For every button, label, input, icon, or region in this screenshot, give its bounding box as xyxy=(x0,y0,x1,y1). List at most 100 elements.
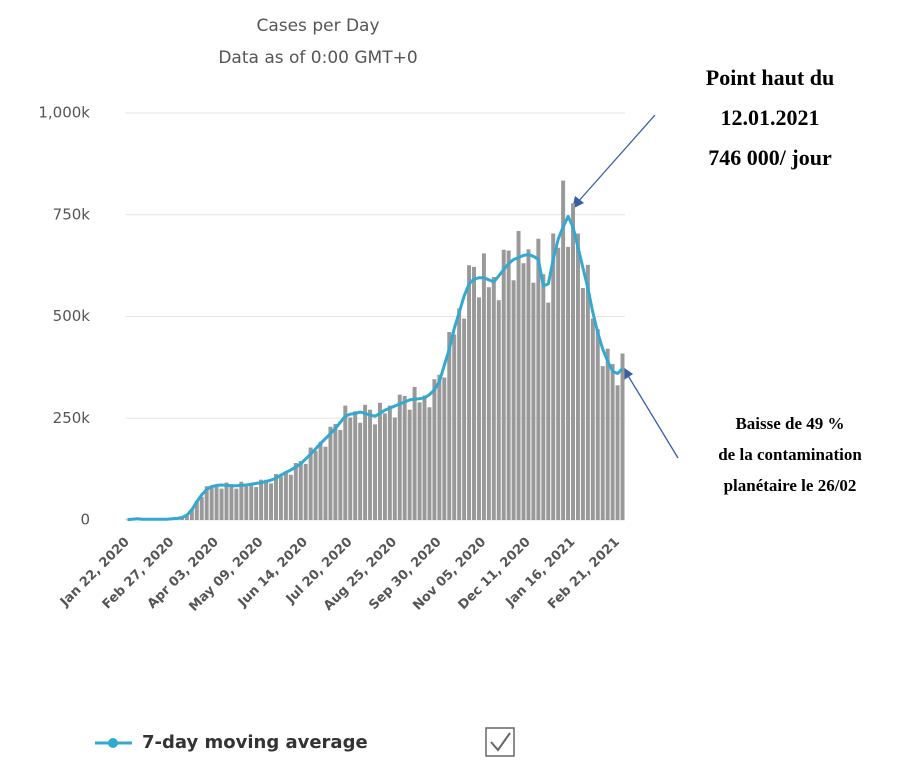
bar xyxy=(417,402,422,520)
checkmark xyxy=(490,732,511,752)
bar xyxy=(476,297,481,520)
bar xyxy=(452,334,457,520)
bar xyxy=(194,500,199,520)
bar xyxy=(204,486,209,520)
bar xyxy=(491,277,496,520)
bar xyxy=(382,413,387,520)
bar xyxy=(442,377,447,520)
bar xyxy=(447,331,452,520)
bar xyxy=(620,353,625,520)
annotation: Point haut du xyxy=(706,65,834,90)
bar xyxy=(219,488,224,520)
bar xyxy=(269,483,274,520)
y-tick-label: 250k xyxy=(53,409,91,427)
bar xyxy=(566,246,571,520)
bar xyxy=(288,474,293,520)
bar xyxy=(234,488,239,520)
bar xyxy=(328,426,333,520)
chart-subtitle: Data as of 0:00 GMT+0 xyxy=(218,48,417,68)
bar xyxy=(521,263,526,520)
bar xyxy=(323,446,328,520)
y-tick-label: 1,000k xyxy=(38,104,90,122)
moving-average-line xyxy=(127,214,624,522)
bar xyxy=(184,515,189,520)
bar xyxy=(189,509,194,520)
bar xyxy=(546,302,551,520)
bar xyxy=(214,484,219,520)
bar xyxy=(467,265,472,520)
bar xyxy=(600,366,605,520)
bar xyxy=(387,405,392,520)
bar xyxy=(472,266,476,520)
bar xyxy=(551,233,556,521)
bar xyxy=(358,422,363,520)
bar xyxy=(363,404,368,520)
bar xyxy=(368,409,373,520)
bar xyxy=(437,374,442,520)
bar xyxy=(457,308,462,520)
bar xyxy=(556,247,561,521)
bar xyxy=(303,463,308,520)
bar xyxy=(511,280,516,520)
bar xyxy=(571,203,575,520)
bar xyxy=(501,249,506,520)
bar xyxy=(462,318,467,520)
bar xyxy=(298,460,303,520)
bar xyxy=(209,487,214,520)
bar xyxy=(278,476,283,520)
bar xyxy=(496,300,501,520)
annotation: de la contamination xyxy=(718,445,862,464)
bar xyxy=(353,411,358,520)
bar xyxy=(531,282,536,520)
bar xyxy=(402,395,407,520)
bar xyxy=(407,409,412,520)
bar xyxy=(427,407,432,520)
bar xyxy=(412,386,417,520)
bar xyxy=(397,394,402,520)
bar xyxy=(605,348,610,520)
arrow xyxy=(576,114,656,204)
bar xyxy=(254,487,259,520)
annotation: 12.01.2021 xyxy=(721,105,820,130)
bar xyxy=(333,423,338,520)
bar xyxy=(575,233,580,521)
bar xyxy=(259,479,264,520)
legend-marker xyxy=(108,738,118,748)
bar xyxy=(541,274,546,520)
y-tick-label: 500k xyxy=(53,307,91,325)
bar xyxy=(373,424,377,520)
bar xyxy=(229,484,234,520)
bar xyxy=(615,385,620,520)
bar xyxy=(348,417,353,520)
checkbox[interactable] xyxy=(485,727,515,757)
bar xyxy=(422,395,427,520)
bar xyxy=(486,287,491,520)
annotation: planétaire le 26/02 xyxy=(724,476,857,495)
bar xyxy=(595,329,600,520)
bar xyxy=(313,450,318,520)
bar xyxy=(308,447,313,520)
bar xyxy=(481,253,486,521)
bar xyxy=(516,231,521,520)
bar xyxy=(293,463,298,520)
bar xyxy=(199,496,204,520)
y-tick-label: 0 xyxy=(80,511,90,529)
bar xyxy=(590,318,595,520)
bar xyxy=(506,250,511,521)
arrow xyxy=(626,373,679,459)
bar xyxy=(432,379,437,520)
bar xyxy=(585,264,590,520)
arrow-head xyxy=(623,367,633,380)
bar xyxy=(526,249,531,520)
bar xyxy=(274,474,278,520)
bar xyxy=(244,486,249,520)
annotation: Baisse de 49 % xyxy=(735,414,844,433)
bar xyxy=(338,430,343,520)
bar xyxy=(239,481,244,520)
bar xyxy=(392,417,397,520)
bar xyxy=(343,405,348,520)
bar xyxy=(561,180,566,520)
bar xyxy=(283,471,288,520)
chart-title: Cases per Day xyxy=(256,16,379,36)
